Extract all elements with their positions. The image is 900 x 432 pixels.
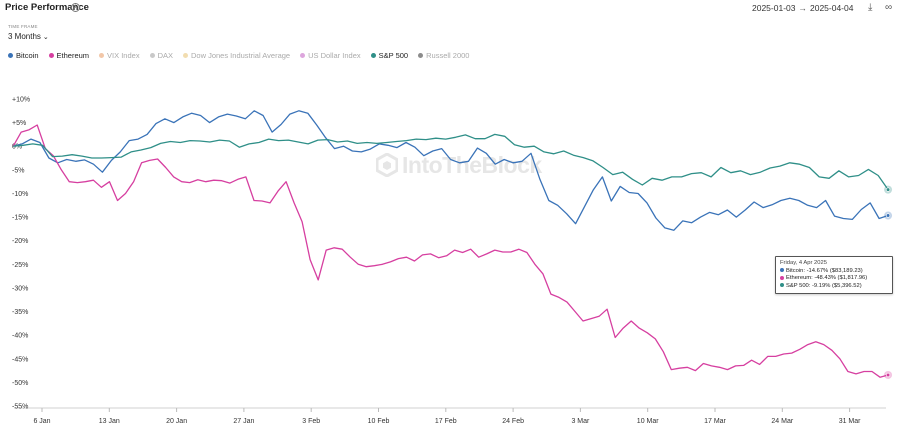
date-start[interactable]: 2025-01-03 [752,3,796,13]
legend-item-vix-index[interactable]: VIX Index [99,49,140,61]
legend-item-dax[interactable]: DAX [149,49,173,61]
x-tick-label: 31 Mar [839,418,861,425]
y-tick-label: 0% [12,144,22,151]
y-tick-label: -40% [12,333,28,340]
date-range[interactable]: 2025-01-03 → 2025-04-04 [752,3,853,13]
x-tick-label: 3 Feb [302,418,320,425]
y-tick-label: -25% [12,262,28,269]
series-endpoint-s-p-500[interactable] [885,187,891,192]
legend-dot [370,52,376,58]
y-tick-label: +5% [12,120,26,127]
tooltip-text-sp500: S&P 500: -9.19% ($5,396.52) [786,282,862,289]
x-tick-label: 3 Mar [571,418,590,425]
y-tick-label: -30% [12,285,28,292]
chevron-down-icon: ⌄ [42,34,49,41]
x-tick-label: 20 Jan [166,418,187,425]
y-tick-label: -50% [12,380,28,387]
y-tick-label: +10% [12,97,30,104]
tooltip-row-bitcoin: Bitcoin: -14.67% ($83,189.23) [780,268,888,276]
series-line-bitcoin[interactable] [13,110,889,231]
link-icon[interactable]: ∞ [885,2,893,13]
legend-dot [300,52,306,58]
x-tick-label: 17 Feb [435,418,457,425]
x-tick-label: 13 Jan [99,418,120,425]
legend-label: DAX [157,50,173,60]
legend-label: Dow Jones Industrial Average [191,50,291,60]
x-tick-label: 24 Mar [771,418,793,425]
legend-dot [48,52,54,58]
header: Price Performance i 2025-01-03 → 2025-04-0… [0,0,900,18]
date-end[interactable]: 2025-04-04 [809,3,854,13]
y-tick-label: -45% [12,356,28,363]
download-icon[interactable]: ⤓ [868,2,873,13]
x-tick-label: 27 Jan [233,418,254,425]
timeframe-dropdown[interactable]: 3 Months ⌄ [8,32,49,41]
y-tick-label: -55% [12,404,28,411]
x-tick-label: 10 Feb [368,418,390,425]
legend-label: Ethereum [56,50,90,60]
y-tick-label: -5% [12,167,24,174]
legend-label: VIX Index [107,50,140,60]
x-tick-label: 24 Feb [502,418,524,425]
legend-item-s-p-500[interactable]: S&P 500 [370,49,409,61]
y-tick-label: -35% [12,309,28,316]
series-endpoint-ethereum[interactable] [885,372,891,378]
tooltip-date: Friday, 4 Apr 2025 [780,260,827,266]
legend-item-dow-jones-industrial-average[interactable]: Dow Jones Industrial Average [183,49,290,61]
legend-item-russell-2000[interactable]: Russell 2000 [418,49,469,61]
legend-label: US Dollar Index [308,50,361,60]
legend-dot [183,52,188,58]
legend-dot [418,52,424,58]
arrow-right-icon: → [798,3,807,13]
tooltip-text-bitcoin: Bitcoin: -14.67% ($83,189.23) [786,267,863,274]
watermark-logo-icon [376,153,398,177]
x-tick-label: 6 Jan [33,418,50,425]
page-title: Price Performance [5,2,89,13]
x-tick-label: 17 Mar [704,418,726,425]
chart-tooltip: Friday, 4 Apr 2025 Bitcoin: -14.67% ($83… [775,256,893,295]
info-icon[interactable]: i [71,3,80,12]
legend-label: Russell 2000 [426,50,470,60]
legend-item-us-dollar-index[interactable]: US Dollar Index [300,49,361,61]
timeframe-value: 3 Months [8,32,41,41]
tooltip-row-ethereum: Ethereum: -48.43% ($1,817.96) [780,275,888,283]
legend-item-bitcoin[interactable]: Bitcoin [8,49,39,61]
tooltip-row-sp500: S&P 500: -9.19% ($5,396.52) [780,283,888,291]
timeframe-label: TIME FRAME [8,24,38,29]
legend-dot [99,52,105,58]
y-tick-label: -15% [12,215,28,222]
legend-item-ethereum[interactable]: Ethereum [48,49,90,61]
series-line-ethereum[interactable] [12,124,889,378]
legend-label: Bitcoin [16,50,39,60]
legend-dot [8,52,13,58]
legend-label: S&P 500 [378,50,409,60]
tooltip-text-ethereum: Ethereum: -48.43% ($1,817.96) [786,275,868,282]
y-tick-label: -10% [12,191,28,198]
chart-legend: Bitcoin Ethereum VIX Index DAX Dow Jones Ind… [8,49,469,61]
series-endpoint-bitcoin[interactable] [885,213,891,218]
x-tick-label: 10 Mar [637,418,659,425]
series-line-s-p-500[interactable] [13,133,889,190]
y-tick-label: -20% [12,238,28,245]
legend-dot [149,52,155,58]
